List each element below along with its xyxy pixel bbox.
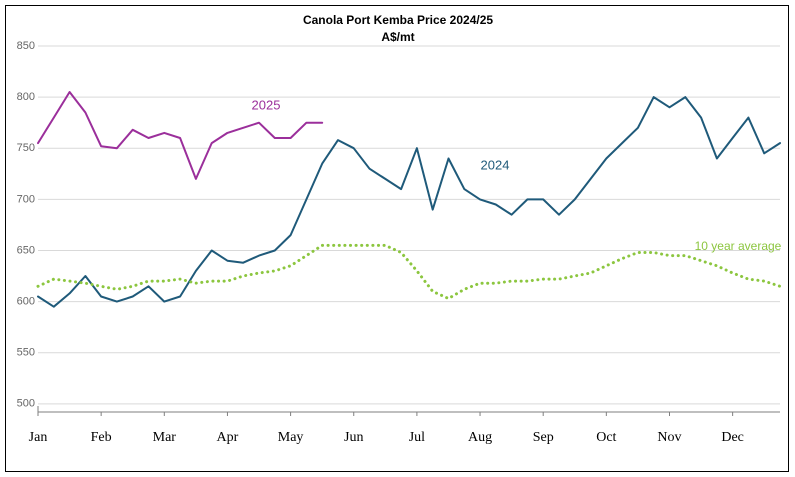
series-label: 2024 — [481, 157, 510, 172]
x-tick-label: Jan — [29, 430, 48, 445]
y-tick-label: 600 — [17, 295, 35, 307]
chart-subtitle: A$/mt — [381, 30, 414, 44]
chart-frame — [5, 5, 789, 472]
x-tick-label: Mar — [153, 430, 177, 445]
y-tick-label: 650 — [17, 244, 35, 256]
series-label: 2025 — [252, 97, 281, 112]
y-tick-label: 500 — [17, 398, 35, 410]
y-tick-label: 750 — [17, 142, 35, 154]
y-tick-label: 550 — [17, 347, 35, 359]
x-tick-label: Dec — [721, 430, 744, 445]
x-tick-label: Sep — [533, 430, 554, 445]
x-tick-label: May — [278, 430, 304, 445]
series-line — [37, 91, 324, 180]
x-tick-label: Feb — [91, 430, 112, 445]
x-tick-label: Oct — [596, 430, 616, 445]
x-tick-label: Jul — [409, 430, 425, 445]
x-tick-label: Apr — [217, 430, 239, 445]
y-tick-label: 850 — [17, 40, 35, 52]
x-tick-label: Nov — [657, 430, 681, 445]
x-tick-label: Aug — [468, 430, 492, 445]
y-tick-label: 800 — [17, 91, 35, 103]
y-tick-label: 700 — [17, 193, 35, 205]
series-line — [36, 243, 782, 300]
series-line — [37, 96, 781, 308]
series-label: 10 year average — [695, 239, 782, 253]
chart-title: Canola Port Kemba Price 2024/25 — [303, 13, 493, 27]
x-tick-label: Jun — [344, 430, 363, 445]
